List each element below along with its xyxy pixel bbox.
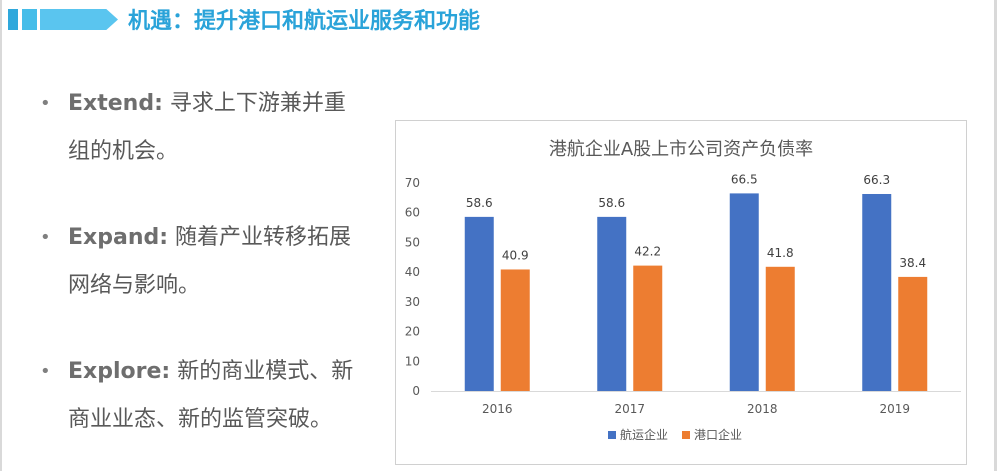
bar-chart: 港航企业A股上市公司资产负债率 0 10 20 30 40 50 60 70 58.6 40.9 20… bbox=[405, 139, 961, 442]
y-tick-label: 0 bbox=[412, 384, 420, 398]
bullet-item-expand: • Expand: 随着产业转移拓展网络与影响。 bbox=[40, 214, 390, 310]
legend-swatch bbox=[682, 431, 690, 439]
data-label: 58.6 bbox=[466, 196, 493, 210]
bullet-text: Expand: 随着产业转移拓展网络与影响。 bbox=[68, 214, 390, 310]
data-label: 58.6 bbox=[598, 196, 625, 210]
bullet-dot-icon: • bbox=[40, 227, 51, 248]
header-accent-bar bbox=[22, 9, 37, 30]
slide-border-left bbox=[0, 0, 2, 471]
x-tick-label: 2017 bbox=[614, 402, 645, 416]
bullet-keyword: Expand: bbox=[68, 225, 169, 250]
data-label: 66.3 bbox=[863, 173, 890, 187]
y-tick-label: 70 bbox=[405, 176, 420, 190]
data-label: 42.2 bbox=[634, 245, 661, 259]
bar bbox=[597, 216, 627, 391]
data-label: 66.5 bbox=[731, 172, 758, 186]
bar bbox=[898, 276, 928, 391]
data-label: 38.4 bbox=[899, 256, 926, 270]
x-tick-label: 2018 bbox=[747, 402, 778, 416]
bar bbox=[464, 216, 494, 391]
bullet-line1: 新的商业模式、新 bbox=[170, 359, 354, 384]
data-label: 40.9 bbox=[502, 248, 529, 262]
y-tick-label: 10 bbox=[405, 354, 420, 368]
bullet-line2: 网络与影响。 bbox=[68, 273, 201, 298]
bar bbox=[862, 193, 892, 391]
data-label: 41.8 bbox=[767, 246, 794, 260]
bullet-item-explore: • Explore: 新的商业模式、新商业业态、新的监管突破。 bbox=[40, 348, 390, 444]
chart-container: 港航企业A股上市公司资产负债率 0 10 20 30 40 50 60 70 58.6 40.9 20… bbox=[395, 120, 967, 465]
x-tick-label: 2016 bbox=[482, 402, 513, 416]
bullet-line2: 组的机会。 bbox=[68, 139, 179, 164]
y-tick-label: 60 bbox=[405, 206, 420, 220]
bar bbox=[765, 266, 795, 391]
y-tick-label: 50 bbox=[405, 235, 420, 249]
y-tick-label: 40 bbox=[405, 265, 420, 279]
bar bbox=[500, 269, 530, 391]
y-tick-label: 30 bbox=[405, 295, 420, 309]
chart-title: 港航企业A股上市公司资产负债率 bbox=[549, 139, 813, 160]
bullet-dot-icon: • bbox=[40, 93, 51, 114]
bullet-item-extend: • Extend: 寻求上下游兼并重组的机会。 bbox=[40, 80, 390, 176]
bullet-line1: 随着产业转移拓展 bbox=[168, 225, 352, 250]
legend-label: 航运企业 bbox=[620, 427, 668, 442]
slide-border-right bbox=[994, 0, 997, 471]
header-arrow-bar bbox=[40, 9, 118, 30]
bullet-line2: 商业业态、新的监管突破。 bbox=[68, 407, 333, 432]
bullet-dot-icon: • bbox=[40, 361, 51, 382]
bullet-text: Explore: 新的商业模式、新商业业态、新的监管突破。 bbox=[68, 348, 390, 444]
bullet-keyword: Extend: bbox=[68, 91, 163, 116]
bar bbox=[729, 193, 759, 391]
x-tick-label: 2019 bbox=[879, 402, 910, 416]
bullet-text: Extend: 寻求上下游兼并重组的机会。 bbox=[68, 80, 390, 176]
bullet-line1: 寻求上下游兼并重 bbox=[162, 91, 346, 116]
bar bbox=[633, 265, 663, 391]
legend-swatch bbox=[608, 431, 616, 439]
slide-title: 机遇：提升港口和航运业服务和功能 bbox=[128, 9, 481, 34]
y-tick-label: 20 bbox=[405, 325, 420, 339]
legend-label: 港口企业 bbox=[694, 427, 742, 442]
bullet-keyword: Explore: bbox=[68, 359, 171, 384]
header-accent-bar bbox=[8, 9, 18, 30]
